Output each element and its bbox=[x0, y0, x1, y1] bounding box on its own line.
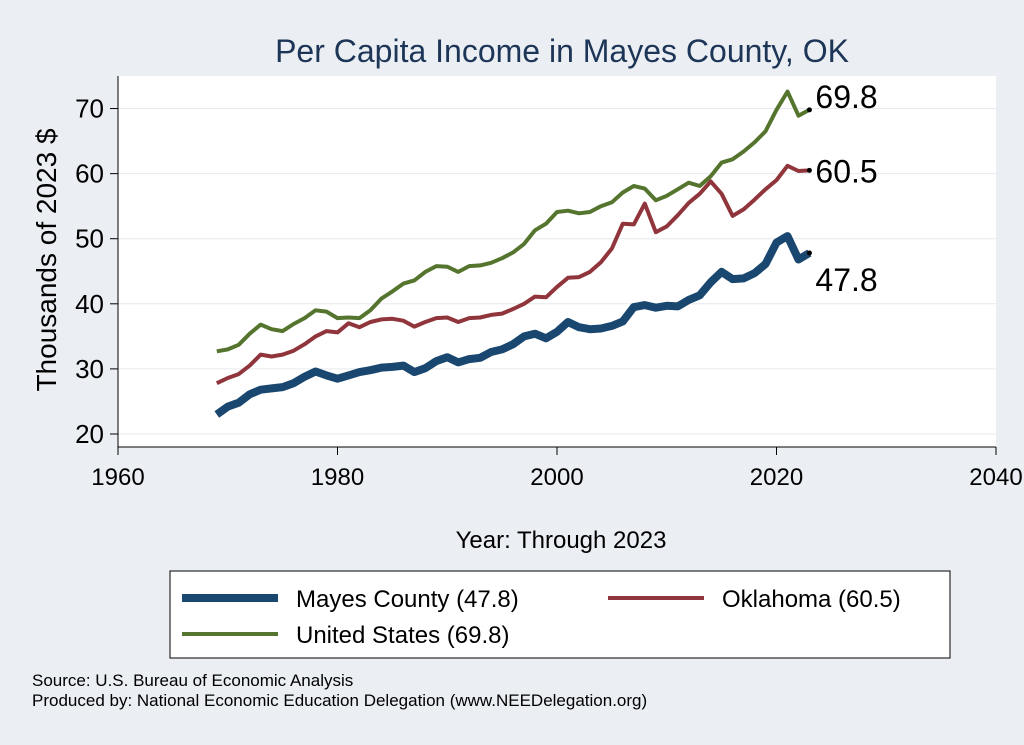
y-tick-label: 60 bbox=[75, 159, 104, 189]
x-axis-title: Year: Through 2023 bbox=[456, 527, 667, 554]
y-axis-title: Thousands of 2023 $ bbox=[31, 128, 62, 392]
series-lines bbox=[214, 89, 812, 418]
end-label-mayes: 47.8 bbox=[815, 262, 877, 298]
x-tick-label: 2020 bbox=[750, 464, 803, 491]
gridlines bbox=[118, 108, 996, 435]
series-line-oklahoma bbox=[215, 163, 810, 386]
x-tick-label: 2040 bbox=[969, 464, 1022, 491]
y-tick-label: 40 bbox=[75, 289, 104, 319]
end-point-oklahoma bbox=[806, 167, 812, 173]
legend-label-mayes: Mayes County (47.8) bbox=[296, 586, 519, 613]
series-line-mayes bbox=[214, 232, 812, 418]
series-line-united-states bbox=[216, 89, 811, 354]
y-tick-label: 70 bbox=[75, 94, 104, 124]
end-point-mayes bbox=[806, 250, 812, 256]
x-tick-label: 2000 bbox=[530, 464, 583, 491]
axes: 20 30 40 50 60 70 1960 1980 2000 2020 2040 bbox=[75, 76, 1023, 491]
legend-box bbox=[169, 570, 951, 659]
legend-label-oklahoma: Oklahoma (60.5) bbox=[722, 586, 901, 613]
end-label-united-states: 69.8 bbox=[815, 79, 877, 115]
chart-title: Per Capita Income in Mayes County, OK bbox=[275, 33, 849, 69]
legend: Mayes County (47.8) Oklahoma (60.5) Unit… bbox=[169, 570, 951, 659]
plot-area bbox=[118, 76, 996, 447]
y-tick-label: 30 bbox=[75, 354, 104, 384]
end-point-united-states bbox=[806, 107, 812, 113]
produced-by-note: Produced by: National Economic Education… bbox=[32, 691, 648, 710]
y-tick-label: 50 bbox=[75, 224, 104, 254]
x-tick-label: 1980 bbox=[311, 464, 364, 491]
x-tick-label: 1960 bbox=[91, 464, 144, 491]
end-labels: 69.8 60.5 47.8 bbox=[806, 79, 878, 298]
legend-label-united-states: United States (69.8) bbox=[296, 622, 509, 649]
y-tick-label: 20 bbox=[75, 419, 104, 449]
source-note: Source: U.S. Bureau of Economic Analysis bbox=[32, 671, 354, 690]
end-label-oklahoma: 60.5 bbox=[815, 153, 877, 189]
